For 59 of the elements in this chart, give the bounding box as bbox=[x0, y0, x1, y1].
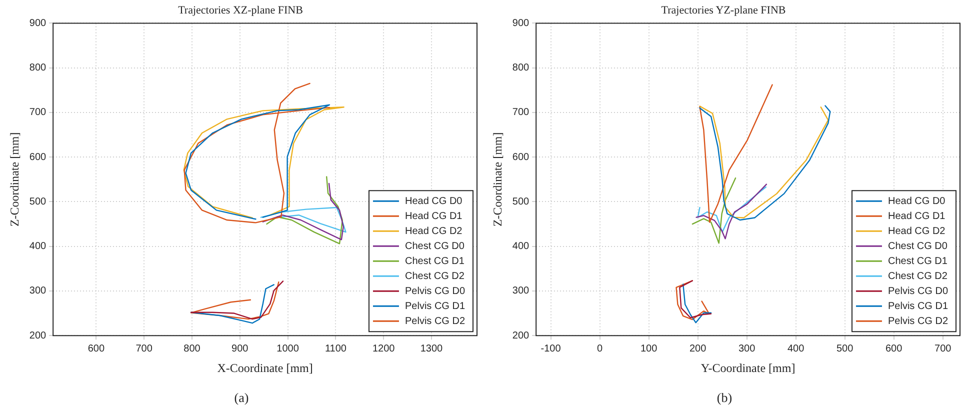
legend-label: Head CG D0 bbox=[888, 196, 946, 207]
y-tick-label: 500 bbox=[29, 196, 47, 208]
legend-label: Chest CG D0 bbox=[404, 240, 465, 252]
y-tick-label: 800 bbox=[512, 62, 530, 74]
legend-label: Head CG D1 bbox=[404, 210, 463, 222]
x-tick-label: 400 bbox=[787, 343, 805, 354]
y-axis-title: Z-Coordinate [mm] bbox=[7, 132, 22, 227]
y-tick-label: 700 bbox=[29, 107, 47, 118]
y-tick-label: 400 bbox=[29, 241, 47, 252]
text: (b) bbox=[716, 390, 734, 406]
legend-label: Pelvis CG D2 bbox=[404, 316, 466, 327]
legend-label: Pelvis CG D1 bbox=[404, 300, 466, 312]
legend-label: Chest CG D1 bbox=[888, 256, 948, 267]
y-tick-label: 800 bbox=[29, 62, 47, 74]
x-tick-label: 1100 bbox=[324, 343, 347, 354]
x-tick-label: 1300 bbox=[420, 343, 444, 354]
legend-label: Head CG D1 bbox=[888, 210, 946, 222]
y-tick-label: 300 bbox=[512, 286, 530, 297]
legend-label: Chest CG D1 bbox=[404, 256, 465, 267]
legend-label: Pelvis CG D2 bbox=[888, 316, 948, 327]
x-tick-label: 300 bbox=[738, 343, 756, 354]
y-tick-label: 900 bbox=[512, 18, 530, 29]
y-tick-label: 600 bbox=[29, 152, 47, 163]
text: (a) bbox=[233, 390, 250, 406]
legend-label: Chest CG D2 bbox=[404, 270, 465, 282]
x-tick-label: 700 bbox=[136, 343, 153, 354]
legend-label: Chest CG D2 bbox=[888, 270, 948, 282]
x-tick-label: 1200 bbox=[372, 343, 396, 354]
x-tick-label: 0 bbox=[597, 343, 604, 354]
y-tick-label: 400 bbox=[512, 241, 530, 252]
x-tick-label: 200 bbox=[689, 343, 707, 354]
x-tick-label: -100 bbox=[540, 343, 562, 354]
x-tick-label: 600 bbox=[885, 343, 903, 354]
x-tick-label: 500 bbox=[836, 343, 854, 354]
y-tick-label: 200 bbox=[29, 330, 47, 342]
x-tick-label: 800 bbox=[184, 343, 201, 354]
legend-label: Pelvis CG D1 bbox=[888, 300, 948, 312]
x-tick-label: 900 bbox=[232, 343, 249, 354]
y-tick-label: 600 bbox=[512, 152, 530, 163]
y-tick-label: 900 bbox=[29, 18, 47, 29]
x-axis-title: Y-Coordinate [mm] bbox=[700, 360, 796, 375]
legend-label: Pelvis CG D0 bbox=[404, 286, 466, 297]
legend-label: Pelvis CG D0 bbox=[888, 286, 948, 297]
y-tick-label: 200 bbox=[512, 330, 530, 342]
y-tick-label: 300 bbox=[29, 286, 47, 297]
x-tick-label: 700 bbox=[934, 343, 952, 354]
y-axis-title: Z-Coordinate [mm] bbox=[490, 132, 504, 227]
legend-label: Head CG D0 bbox=[404, 196, 463, 207]
legend-label: Head CG D2 bbox=[888, 226, 946, 237]
chart-title: Trajectories YZ-plane FINB bbox=[661, 4, 786, 16]
x-axis-title: X-Coordinate [mm] bbox=[217, 360, 313, 375]
y-tick-label: 700 bbox=[512, 107, 530, 118]
legend-label: Chest CG D0 bbox=[888, 240, 948, 252]
x-tick-label: 1000 bbox=[276, 343, 300, 354]
legend-label: Head CG D2 bbox=[404, 226, 463, 237]
chart-title: Trajectories XZ-plane FINB bbox=[178, 4, 303, 16]
y-tick-label: 500 bbox=[512, 196, 530, 208]
x-tick-label: 100 bbox=[640, 343, 658, 354]
x-tick-label: 600 bbox=[88, 343, 105, 354]
